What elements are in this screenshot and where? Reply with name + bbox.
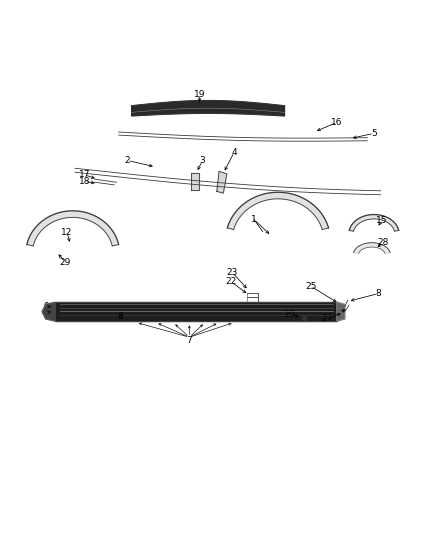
Polygon shape	[227, 192, 328, 230]
Text: 12: 12	[61, 228, 73, 237]
Polygon shape	[132, 101, 285, 116]
Text: 18: 18	[79, 177, 90, 186]
Polygon shape	[55, 302, 337, 321]
Text: 3: 3	[200, 156, 205, 165]
Text: 23: 23	[226, 268, 238, 277]
Text: 25: 25	[305, 281, 316, 290]
Polygon shape	[337, 302, 345, 321]
Polygon shape	[349, 215, 399, 231]
Text: 8: 8	[44, 308, 49, 317]
Text: 15: 15	[376, 216, 388, 225]
Text: 9: 9	[44, 302, 49, 311]
Text: 28: 28	[377, 238, 389, 247]
Text: 7: 7	[187, 336, 192, 345]
Text: 26: 26	[335, 309, 346, 318]
Text: 1: 1	[251, 215, 257, 224]
Text: 27: 27	[321, 314, 333, 324]
Text: 19: 19	[194, 90, 205, 99]
Text: 29: 29	[60, 257, 71, 266]
Text: 17: 17	[79, 171, 90, 179]
Polygon shape	[217, 171, 227, 193]
Text: 6: 6	[117, 312, 123, 321]
Text: 16: 16	[331, 118, 343, 127]
Polygon shape	[27, 211, 119, 246]
Text: 8: 8	[375, 289, 381, 298]
Polygon shape	[353, 243, 390, 253]
Text: 22: 22	[226, 277, 237, 286]
Polygon shape	[191, 173, 199, 190]
Text: 5: 5	[371, 129, 377, 138]
Text: 10: 10	[284, 310, 296, 319]
Text: 4: 4	[231, 148, 237, 157]
Polygon shape	[42, 302, 55, 321]
Text: 2: 2	[124, 156, 130, 165]
